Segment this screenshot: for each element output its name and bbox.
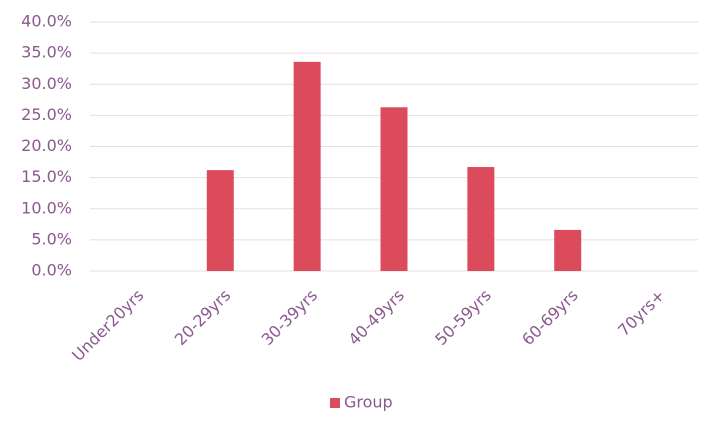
- x-tick-label: 20-29yrs: [171, 286, 235, 350]
- y-tick-label: 20.0%: [21, 136, 72, 155]
- y-tick-label: 40.0%: [21, 12, 72, 31]
- bar: [206, 170, 234, 271]
- bar: [554, 229, 582, 271]
- y-tick-label: 15.0%: [21, 167, 72, 186]
- x-tick-label: 60-69yrs: [518, 286, 582, 350]
- bar: [467, 167, 495, 271]
- x-tick-label: 30-39yrs: [258, 286, 322, 350]
- legend-swatch: [330, 398, 340, 408]
- y-tick-label: 30.0%: [21, 74, 72, 93]
- y-tick-label: 35.0%: [21, 43, 72, 62]
- bar: [293, 61, 321, 272]
- legend-label: Group: [344, 393, 393, 412]
- x-tick-label: 70yrs+: [614, 286, 669, 341]
- y-tick-label: 0.0%: [31, 261, 72, 280]
- x-tick-label: Under20yrs: [68, 286, 147, 365]
- x-tick-label: 50-59yrs: [431, 286, 495, 350]
- x-tick-label: 40-49yrs: [344, 286, 408, 350]
- bar: [380, 107, 408, 271]
- y-tick-label: 10.0%: [21, 198, 72, 217]
- y-tick-label: 5.0%: [31, 229, 72, 248]
- y-tick-label: 25.0%: [21, 105, 72, 124]
